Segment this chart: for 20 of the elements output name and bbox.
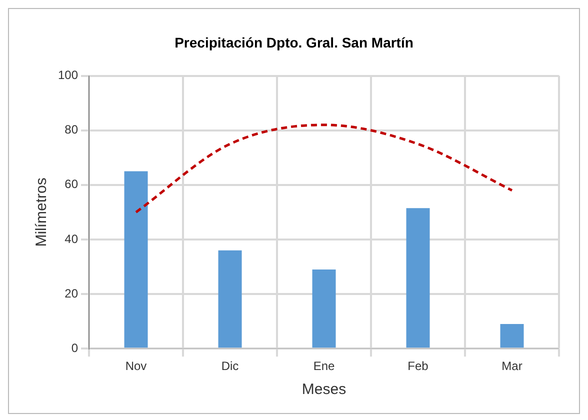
bar (218, 250, 242, 348)
y-tick-label: 100 (58, 68, 78, 82)
x-tick-label: Feb (408, 359, 429, 374)
x-tick-label: Ene (313, 359, 336, 374)
bar (124, 171, 148, 348)
bar (500, 324, 524, 348)
bar (312, 269, 336, 348)
y-tick-label: 40 (64, 232, 78, 246)
x-tick-label: Mar (502, 359, 522, 374)
y-tick-label: 0 (71, 340, 78, 355)
line-series (134, 124, 514, 214)
y-tick-label: 80 (64, 122, 78, 137)
y-tick-label: 60 (64, 177, 78, 192)
y-axis-title: Milímetros (33, 178, 50, 247)
chart-title: Precipitación Dpto. Gral. San Martín (174, 34, 414, 50)
bar (406, 208, 430, 348)
x-tick-label: Dic (221, 359, 239, 374)
y-tick-label: 20 (64, 286, 78, 300)
x-tick-label: Nov (125, 359, 147, 374)
x-axis-title: Meses (302, 381, 346, 398)
